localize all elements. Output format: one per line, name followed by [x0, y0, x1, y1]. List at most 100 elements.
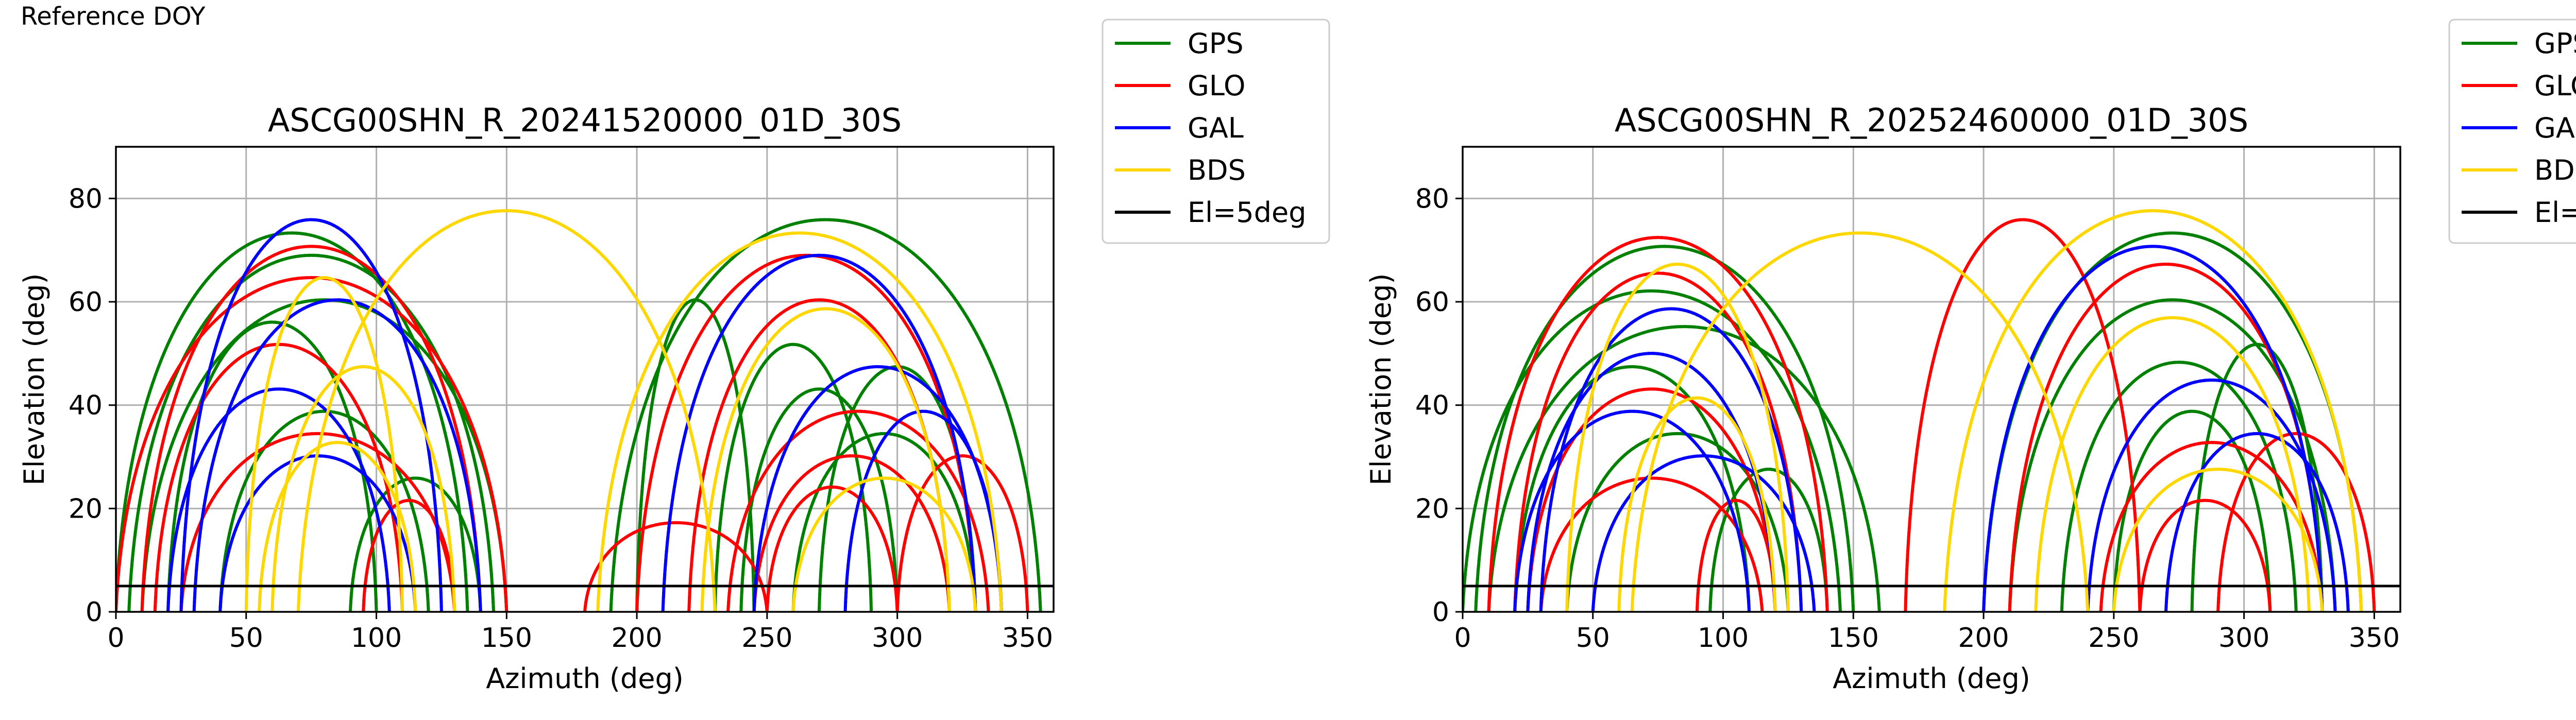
track-line-gal	[1982, 245, 2324, 612]
track-glo	[687, 298, 951, 612]
track-line-glo	[583, 521, 769, 612]
reference-doy-label: Reference DOY	[21, 2, 206, 31]
legend-label-gps: GPS	[2534, 27, 2576, 60]
x-tick-label: 350	[1002, 623, 1053, 654]
track-line-gps	[218, 409, 430, 612]
track-line-glo	[765, 485, 899, 612]
track-line-glo	[1487, 236, 1829, 612]
y-tick-label: 40	[69, 390, 103, 421]
series-gal	[166, 218, 1003, 612]
track-gal	[192, 298, 482, 612]
x-tick-label: 250	[741, 623, 792, 654]
track-line-gal	[1591, 454, 1816, 612]
legend-label-glo: GLO	[1188, 70, 1246, 102]
grid	[1462, 147, 2400, 613]
x-tick-label: 100	[351, 623, 402, 654]
x-tick-label: 350	[2349, 623, 2400, 654]
x-tick-label: 0	[1454, 623, 1471, 654]
track-line-gal	[192, 298, 482, 612]
y-tick-label: 20	[1415, 493, 1449, 524]
track-line-gps	[1487, 325, 1881, 612]
y-tick-label: 20	[69, 493, 103, 524]
x-tick-label: 200	[611, 623, 662, 654]
x-tick-label: 50	[1576, 623, 1610, 654]
track-line-glo	[895, 454, 1029, 612]
track-line-gal	[2164, 432, 2350, 612]
plot-frame	[115, 146, 1055, 613]
track-line-glo	[2099, 441, 2324, 612]
track-line-gps	[635, 298, 756, 612]
track-line-glo	[362, 499, 456, 612]
legend-label-bds: BDS	[1188, 154, 1246, 186]
track-line-bds	[2112, 468, 2324, 612]
legend-box	[1101, 19, 1330, 244]
track-line-bds	[258, 441, 417, 612]
legend-label-elmask: El=5deg	[1188, 196, 1307, 229]
track-line-glo	[116, 276, 509, 612]
x-tick-label: 50	[229, 623, 263, 654]
x-axis-label: Azimuth (deg)	[486, 662, 684, 695]
track-line-bds	[1943, 209, 2363, 612]
track-line-bds	[296, 209, 717, 612]
track-line-glo	[140, 245, 482, 612]
track-line-glo	[1904, 218, 2142, 612]
x-tick-label: 250	[2088, 623, 2139, 654]
track-line-gps	[2008, 298, 2337, 612]
track-line-gal	[661, 253, 977, 612]
series-gps	[1463, 231, 2363, 612]
y-axis-label: Elevation (deg)	[18, 273, 50, 486]
track-line-gal	[179, 218, 443, 612]
track-line-gps	[349, 476, 482, 612]
track-line-bds	[1565, 263, 1790, 612]
x-axis-label: Azimuth (deg)	[1833, 662, 2030, 695]
x-tick-label: 150	[481, 623, 532, 654]
track-gps	[609, 218, 1042, 612]
track-line-glo	[726, 409, 990, 612]
y-tick-label: 80	[69, 183, 103, 214]
track-gal	[1526, 352, 1777, 612]
y-tick-label: 80	[1415, 183, 1449, 214]
track-line-gps	[791, 432, 977, 612]
track-line-gps	[1565, 432, 1790, 612]
track-line-glo	[1526, 387, 1777, 612]
legend-label-gal: GAL	[2534, 112, 2576, 144]
y-tick-label: 40	[1415, 390, 1449, 421]
plot-area	[1463, 209, 2376, 612]
track-line-gps	[609, 218, 1042, 612]
track-line-glo	[2216, 432, 2376, 612]
chart-title: ASCG00SHN_R_20241520000_01D_30S	[268, 101, 902, 139]
legend: GPS GLO GAL BDS El=5deg	[2448, 19, 2576, 244]
y-axis-label: Elevation (deg)	[1365, 273, 1397, 486]
track-line-gal	[843, 409, 1003, 612]
track-line-gps	[1708, 468, 1829, 612]
y-tick-label: 60	[1415, 287, 1449, 318]
track-line-bds	[244, 276, 404, 612]
legend: GPS GLO GAL BDS El=5deg	[1101, 19, 1330, 244]
track-glo	[765, 485, 899, 612]
track-line-bds	[791, 476, 977, 612]
track-line-glo	[2138, 499, 2272, 612]
track-line-gal	[1526, 352, 1777, 612]
y-tick-label: 0	[86, 597, 103, 628]
x-tick-label: 100	[1698, 623, 1749, 654]
track-line-gal	[2086, 379, 2337, 612]
track-line-gps	[713, 343, 873, 612]
chart-title: ASCG00SHN_R_20252460000_01D_30S	[1615, 101, 2248, 139]
legend-label-bds: BDS	[2534, 154, 2576, 186]
y-tick-label: 60	[69, 287, 103, 318]
track-line-glo	[1539, 476, 1764, 612]
legend-label-glo: GLO	[2534, 70, 2576, 102]
legend-label-gal: GAL	[1188, 112, 1244, 144]
track-line-bds	[2034, 316, 2311, 612]
track-line-gps	[2112, 409, 2272, 612]
track-line-gps	[1513, 365, 1751, 612]
track-line-glo	[752, 454, 951, 612]
track-line-gps	[1474, 245, 1855, 612]
legend-label-elmask: El=5deg	[2534, 196, 2576, 229]
x-tick-label: 300	[872, 623, 923, 654]
track-line-gps	[116, 231, 469, 612]
series-glo	[116, 245, 1029, 612]
sky-track-chart-2024: 0 50 100 150 200 250 300 350 0 20 40 60 80 ASCG00SHN_…	[18, 19, 1330, 695]
track-line-bds	[700, 307, 951, 612]
track-line-bds	[596, 231, 1003, 612]
